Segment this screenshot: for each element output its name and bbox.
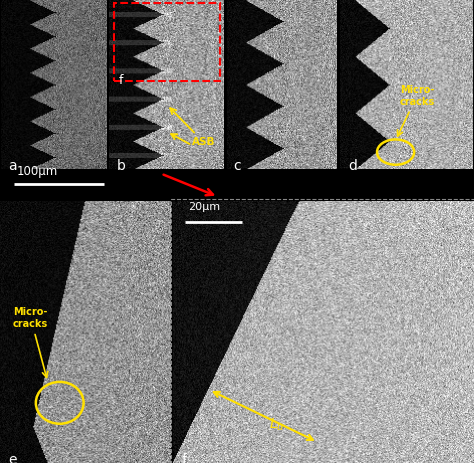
Text: f: f xyxy=(182,452,187,463)
Text: b: b xyxy=(117,159,125,173)
Text: e: e xyxy=(9,452,17,463)
Text: f: f xyxy=(118,75,123,88)
Text: Micro-
cracks: Micro- cracks xyxy=(13,307,48,377)
Text: 100μm: 100μm xyxy=(17,165,58,178)
Text: Micro-
cracks: Micro- cracks xyxy=(398,85,435,136)
Text: ASB: ASB xyxy=(170,108,216,147)
Text: c: c xyxy=(234,159,241,173)
Text: d: d xyxy=(348,159,357,173)
Text: 20μm: 20μm xyxy=(188,202,220,212)
Text: a: a xyxy=(8,159,17,173)
Text: $\it{L_u}$: $\it{L_u}$ xyxy=(269,417,285,433)
Bar xyxy=(114,3,219,81)
